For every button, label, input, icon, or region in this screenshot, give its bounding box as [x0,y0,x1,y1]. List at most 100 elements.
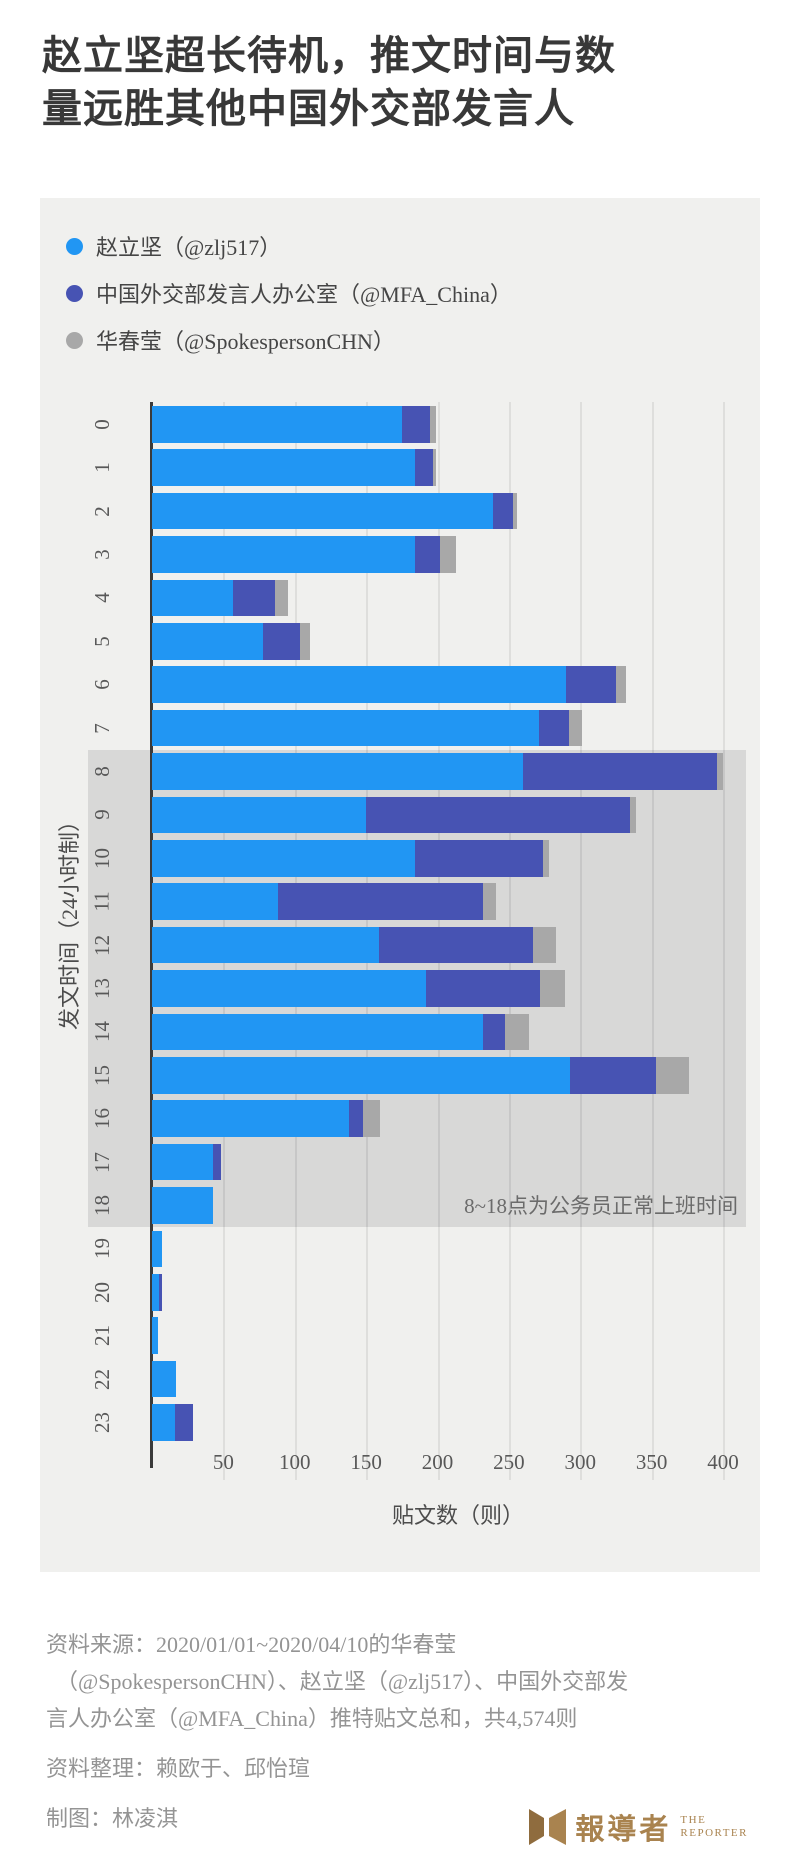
bar-segment [233,579,275,617]
source-line3: 言人办公室（@MFA_China）推特贴文总和，共4,574则 [46,1706,578,1731]
bar-segment [366,796,631,834]
y-tick-label: 4 [82,580,122,617]
source-line2: （@SpokespersonCHN）、赵立坚（@zlj517）、中国外交部发 [56,1669,629,1694]
bar-segment [433,449,437,486]
bar-segment [213,1143,221,1181]
y-axis-line [150,402,153,1468]
y-tick-label-text: 18 [89,1194,114,1216]
credit-data: 资料整理：赖欧于、邱怡瑄 [46,1756,311,1781]
bar-segment [440,536,457,573]
y-tick-label: 1 [82,449,122,486]
legend-label: 华春莹（@SpokespersonCHN） [96,329,395,354]
y-tick-label: 18 [82,1187,122,1224]
y-tick-label: 10 [82,840,122,877]
y-tick-label-text: 8 [89,766,114,777]
y-tick-label-text: 6 [89,679,114,690]
legend-label: 赵立坚（@zlj517） [96,235,282,260]
y-tick-label-text: 14 [89,1021,114,1043]
bar-segment [300,623,311,660]
x-tick-label: 350 [635,1450,668,1474]
legend-item: 中国外交部发言人办公室（@MFA_China） [66,277,512,309]
bar-segment [159,1274,162,1311]
gridline [580,402,583,1480]
bar-segment [152,1057,571,1094]
bar-row [152,709,582,747]
bar-row [152,1187,214,1224]
bar-segment [540,970,565,1007]
bar-segment [152,840,415,877]
footer: 资料来源：2020/01/01~2020/04/10的华春莹 （@Spokesp… [46,1626,736,1850]
bar-segment [152,406,402,443]
bar-segment [152,883,278,920]
y-tick-label: 0 [82,406,122,443]
reporter-logo-en-line1: THE [680,1814,707,1826]
bar-segment [152,579,234,617]
x-tick-label: 250 [493,1450,525,1474]
y-tick-label: 23 [82,1404,122,1441]
y-tick-label: 15 [82,1057,122,1094]
bar-row [152,1230,162,1268]
source-note: 资料来源：2020/01/01~2020/04/10的华春莹 （@Spokesp… [46,1626,736,1737]
y-tick-label: 20 [82,1274,122,1311]
y-tick-label-text: 16 [89,1108,114,1130]
reporter-logo-en-line2: REPORTER [680,1827,748,1839]
y-tick-label: 19 [82,1231,122,1268]
bar-segment [414,840,544,877]
bar-row [152,883,496,920]
y-tick-label: 13 [82,970,122,1007]
y-tick-label-text: 1 [89,462,114,473]
bar-row [152,1100,381,1137]
bar-segment [152,796,367,834]
reporter-logo-en: THE REPORTER [680,1814,748,1840]
bar-row [152,406,437,443]
bar-segment [152,1187,214,1224]
chart-title-line1: 赵立坚超长待机，推文时间与数 [42,34,616,78]
y-tick-label: 21 [82,1317,122,1354]
y-tick-label-text: 22 [89,1368,114,1390]
bar-segment [414,449,434,486]
y-tick-label: 3 [82,536,122,573]
y-tick-label-text: 7 [89,722,114,734]
bar-row [152,753,723,790]
bar-segment [152,926,379,964]
bar-segment [717,753,723,790]
bar-segment [363,1100,381,1137]
bar-segment [615,666,626,703]
y-tick-label-text: 17 [89,1151,114,1173]
y-tick-label-text: 11 [89,891,114,912]
bar-row [152,1360,177,1398]
bar-row [152,1404,194,1441]
y-tick-label: 2 [82,493,122,530]
bar-segment [655,1057,689,1094]
bar-segment [152,1013,484,1051]
y-tick-label: 17 [82,1144,122,1181]
bar-segment [565,666,616,703]
y-tick-label-text: 20 [89,1281,114,1303]
bar-segment [152,1360,177,1398]
bar-segment [570,1057,656,1094]
x-tick-label: 150 [350,1450,382,1474]
x-axis-title: 贴文数（则） [391,1503,524,1528]
y-tick-label: 14 [82,1014,122,1051]
y-tick-label-text: 9 [89,809,114,821]
reporter-logo: 報導者 THE REPORTER [529,1806,748,1848]
bar-segment [152,1230,162,1268]
legend-label: 中国外交部发言人办公室（@MFA_China） [96,282,512,307]
bar-segment [483,1013,505,1051]
y-tick-label-text: 13 [89,977,114,999]
chart-title-line2: 量远胜其他中国外交部发言人 [42,87,575,131]
bar-row [152,926,556,964]
chart-panel: 赵立坚（@zlj517） 中国外交部发言人办公室（@MFA_China） 华春莹（@… [40,198,760,1572]
bar-segment [401,406,431,443]
y-tick-label-text: 12 [89,934,114,956]
legend-item: 华春莹（@SpokespersonCHN） [66,324,512,356]
bar-segment [630,796,636,834]
y-tick-label: 22 [82,1361,122,1398]
bar-segment [493,492,514,530]
bar-row [152,666,626,703]
legend-item: 赵立坚（@zlj517） [66,230,512,262]
bar-segment [523,753,718,790]
y-tick-label-text: 15 [89,1064,114,1086]
y-tick-label: 9 [82,797,122,834]
bar-row [152,1143,221,1181]
